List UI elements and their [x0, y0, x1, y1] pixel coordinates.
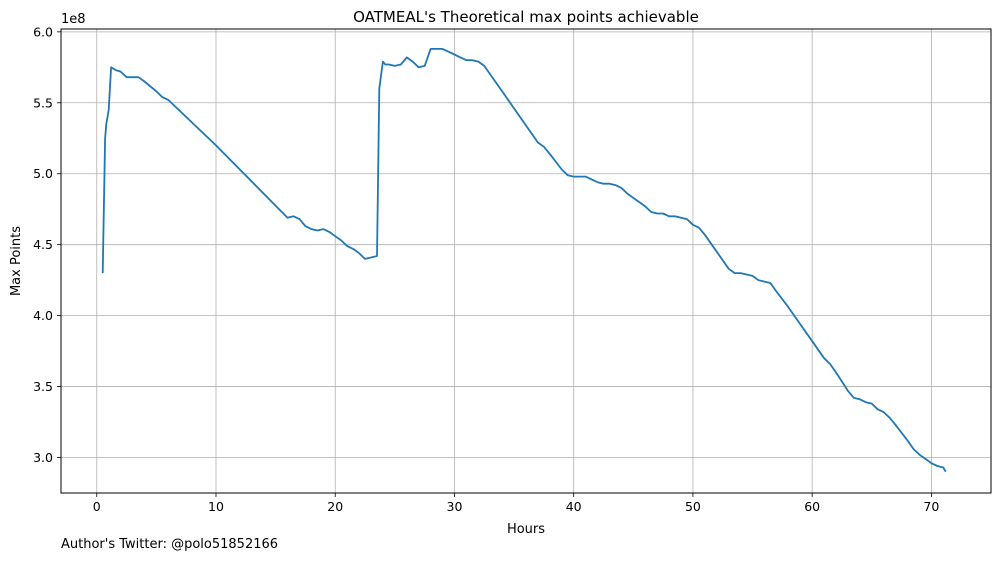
- grid-lines: [61, 29, 991, 493]
- y-tick-label: 5.5: [33, 95, 53, 110]
- y-axis-ticks: 3.0 3.5 4.0 4.5 5.0 5.5 6.0: [33, 24, 61, 465]
- series-line: [101, 48, 947, 473]
- plot-area-frame: [60, 28, 992, 494]
- x-axis-label: Hours: [507, 522, 545, 537]
- y-axis-label: Max Points: [9, 226, 24, 296]
- y-tick-label: 5.0: [33, 166, 53, 181]
- x-tick-label: 20: [327, 499, 343, 514]
- x-tick-label: 40: [566, 499, 582, 514]
- x-tick-label: 50: [685, 499, 701, 514]
- y-tick-label: 4.0: [33, 308, 53, 323]
- y-tick-label: 3.0: [33, 450, 53, 465]
- series-line-group: [101, 48, 947, 473]
- chart-title: OATMEAL's Theoretical max points achieva…: [353, 8, 699, 26]
- x-tick-label: 30: [447, 499, 463, 514]
- y-tick-label: 6.0: [33, 24, 53, 39]
- x-tick-label: 60: [804, 499, 820, 514]
- x-axis-ticks: 0 10 20 30 40 50 60 70: [93, 493, 939, 514]
- x-tick-label: 0: [93, 499, 101, 514]
- x-tick-label: 10: [208, 499, 224, 514]
- y-tick-label: 3.5: [33, 379, 53, 394]
- y-axis-offset-label: 1e8: [61, 12, 86, 27]
- y-tick-label: 4.5: [33, 237, 53, 252]
- author-credit: Author's Twitter: @polo51852166: [61, 537, 279, 552]
- x-tick-label: 70: [923, 499, 939, 514]
